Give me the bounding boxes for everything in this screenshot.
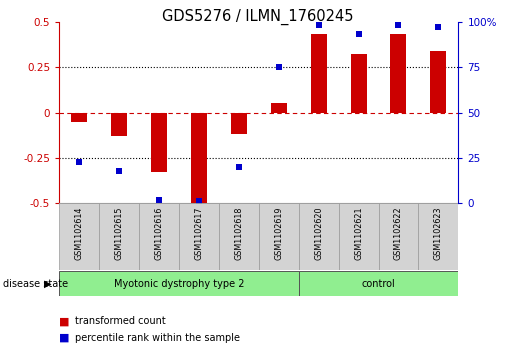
Text: GDS5276 / ILMN_1760245: GDS5276 / ILMN_1760245: [162, 9, 353, 25]
Bar: [271, 103, 287, 113]
Bar: [71, 113, 87, 122]
Text: GSM1102619: GSM1102619: [274, 207, 283, 260]
Bar: [111, 113, 127, 136]
Text: GSM1102618: GSM1102618: [234, 207, 243, 260]
Text: ■: ■: [59, 333, 70, 343]
Text: ▶: ▶: [44, 278, 52, 289]
Text: GSM1102620: GSM1102620: [314, 207, 323, 260]
Bar: [311, 34, 327, 113]
Bar: [351, 54, 367, 113]
Text: GSM1102616: GSM1102616: [154, 207, 163, 260]
Bar: [99, 203, 139, 270]
Point: [354, 32, 363, 37]
Text: disease state: disease state: [3, 278, 67, 289]
Bar: [139, 203, 179, 270]
Text: ■: ■: [59, 316, 70, 326]
Text: GSM1102622: GSM1102622: [394, 207, 403, 260]
Bar: [191, 113, 207, 203]
Text: percentile rank within the sample: percentile rank within the sample: [75, 333, 239, 343]
Text: GSM1102621: GSM1102621: [354, 207, 363, 260]
Bar: [431, 51, 447, 113]
Point: [315, 23, 323, 28]
Point: [434, 24, 442, 30]
Bar: [59, 271, 299, 296]
Bar: [390, 34, 406, 113]
Text: Myotonic dystrophy type 2: Myotonic dystrophy type 2: [114, 278, 244, 289]
Point: [115, 168, 123, 174]
Bar: [179, 203, 219, 270]
Text: control: control: [362, 278, 396, 289]
Point: [394, 23, 403, 28]
Text: GSM1102623: GSM1102623: [434, 207, 443, 260]
Text: GSM1102615: GSM1102615: [115, 207, 124, 260]
Text: GSM1102617: GSM1102617: [195, 207, 203, 260]
Bar: [299, 271, 458, 296]
Text: GSM1102614: GSM1102614: [75, 207, 83, 260]
Text: transformed count: transformed count: [75, 316, 165, 326]
Bar: [299, 203, 339, 270]
Point: [235, 164, 243, 170]
Bar: [151, 113, 167, 172]
Point: [195, 199, 203, 204]
Bar: [379, 203, 418, 270]
Bar: [339, 203, 379, 270]
Bar: [219, 203, 259, 270]
Point: [274, 64, 283, 70]
Point: [75, 159, 83, 164]
Bar: [259, 203, 299, 270]
Bar: [418, 203, 458, 270]
Bar: [231, 113, 247, 134]
Point: [155, 197, 163, 203]
Bar: [59, 203, 99, 270]
